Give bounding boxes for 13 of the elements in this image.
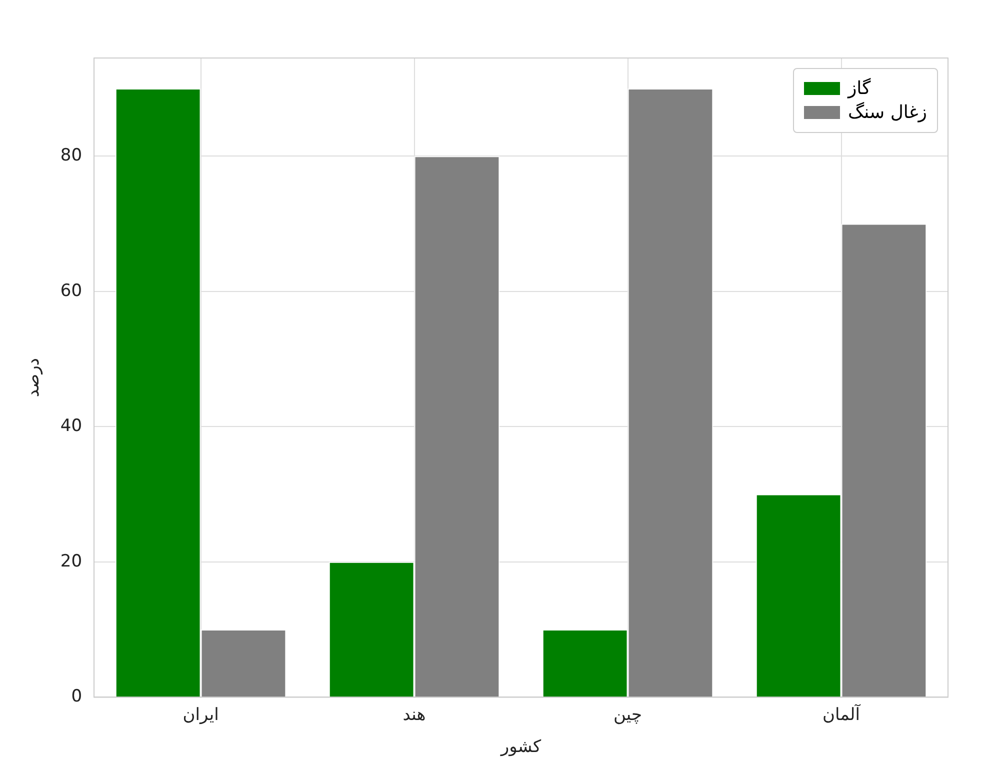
x-axis-title: کشور: [500, 737, 542, 758]
x-tick-label: آلمان: [822, 704, 862, 725]
x-tick-label: چین: [613, 704, 642, 725]
y-tick-label: 0: [71, 686, 82, 707]
x-tick-label: هند: [402, 704, 426, 725]
y-tick-label: 40: [60, 416, 82, 436]
legend-label: گاز: [848, 78, 871, 99]
y-tick-label: 60: [60, 280, 82, 301]
y-tick-label: 20: [60, 551, 82, 572]
y-axis-title: درصد: [24, 358, 44, 398]
legend-label: زغال سنگ: [848, 102, 927, 123]
x-tick-label: ایران: [182, 704, 219, 725]
y-tick-label: 80: [60, 146, 82, 166]
